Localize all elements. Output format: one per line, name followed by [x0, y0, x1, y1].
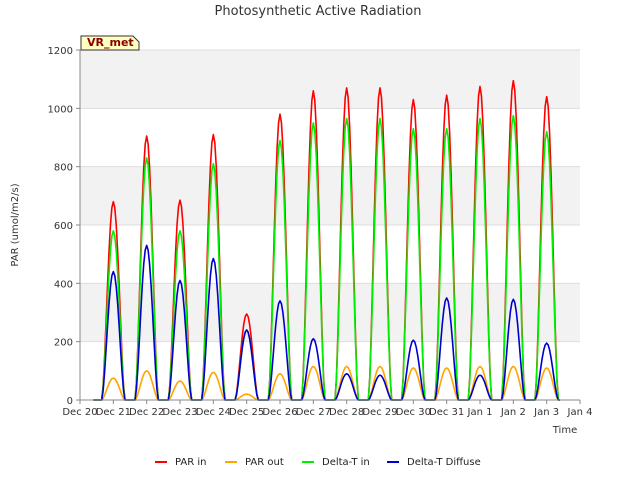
x-tick-label: Dec 25 — [229, 407, 264, 418]
x-tick-label: Dec 23 — [162, 407, 197, 418]
background-band — [80, 283, 580, 342]
legend-label: PAR out — [245, 457, 284, 468]
x-tick-label: Dec 22 — [129, 407, 164, 418]
legend-label: Delta-T in — [322, 457, 370, 468]
x-tick-label: Dec 26 — [262, 407, 297, 418]
x-tick-label: Dec 20 — [62, 407, 97, 418]
legend: PAR in PAR out Delta-T in Delta-T Diffuse — [155, 457, 481, 468]
legend-item: Delta-T Diffuse — [387, 457, 481, 468]
x-tick-label: Jan 4 — [567, 407, 593, 418]
site-badge: VR_met — [80, 35, 140, 51]
x-tick-label: Jan 3 — [533, 407, 559, 418]
x-tick-label: Jan 2 — [500, 407, 526, 418]
background-band — [80, 108, 580, 167]
x-tick-label: Jan 1 — [467, 407, 493, 418]
x-tick-label: Dec 21 — [96, 407, 131, 418]
legend-label: PAR in — [175, 457, 206, 468]
y-tick-label: 200 — [54, 338, 73, 349]
background-band — [80, 341, 580, 400]
x-tick-label: Dec 27 — [296, 407, 331, 418]
background-band — [80, 166, 580, 225]
x-tick-label: Dec 31 — [429, 407, 464, 418]
background-bands — [80, 50, 580, 400]
chart-title: Photosynthetic Active Radiation — [215, 4, 422, 19]
y-ticks: 0 200 400 600 800 1000 1200 — [48, 46, 80, 407]
legend-item: PAR out — [225, 457, 284, 468]
x-tick-label: Dec 30 — [396, 407, 431, 418]
y-tick-label: 800 — [54, 163, 73, 174]
y-tick-label: 0 — [67, 396, 73, 407]
y-tick-label: 1000 — [48, 104, 73, 115]
background-band — [80, 50, 580, 109]
y-tick-label: 400 — [54, 279, 73, 290]
x-axis-title: Time — [552, 425, 577, 436]
background-band — [80, 225, 580, 284]
site-badge-label: VR_met — [87, 36, 134, 49]
x-tick-label: Dec 24 — [196, 407, 231, 418]
x-tick-label: Dec 28 — [329, 407, 364, 418]
x-tick-label: Dec 29 — [362, 407, 397, 418]
legend-label: Delta-T Diffuse — [407, 457, 481, 468]
legend-item: PAR in — [155, 457, 206, 468]
legend-item: Delta-T in — [302, 457, 370, 468]
y-axis-title: PAR (umol/m2/s) — [10, 183, 21, 266]
y-tick-label: 600 — [54, 221, 73, 232]
y-tick-label: 1200 — [48, 46, 73, 57]
